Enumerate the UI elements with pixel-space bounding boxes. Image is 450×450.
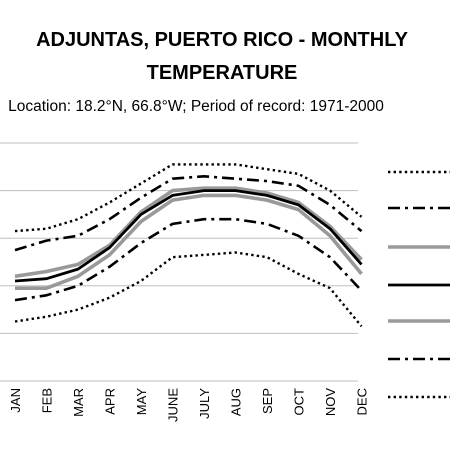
x-tick-label: JUNE bbox=[166, 388, 181, 422]
x-tick-label: DEC bbox=[355, 388, 370, 415]
legend bbox=[388, 170, 450, 399]
series-line-5 bbox=[15, 193, 363, 291]
series-line-6 bbox=[14, 217, 363, 302]
x-tick-label: JAN bbox=[8, 388, 23, 413]
series-line-2 bbox=[14, 175, 363, 252]
x-tick-label: AUG bbox=[229, 388, 244, 416]
x-tick-label: SEP bbox=[260, 388, 275, 414]
chart-subtitle: Location: 18.2°N, 66.8°W; Period of reco… bbox=[8, 98, 384, 115]
chart-title-line-1: ADJUNTAS, PUERTO RICO - MONTHLY bbox=[36, 29, 409, 51]
x-tick-label: OCT bbox=[292, 388, 307, 416]
plot-series bbox=[14, 163, 363, 328]
x-tick-label: MAY bbox=[134, 388, 149, 416]
series-line-7 bbox=[14, 251, 363, 328]
x-tick-label: NOV bbox=[323, 388, 338, 417]
x-tick-label: JULY bbox=[197, 388, 212, 419]
chart-title-line-2: TEMPERATURE bbox=[147, 62, 298, 84]
series-line-3 bbox=[14, 186, 363, 279]
x-tick-label: FEB bbox=[40, 388, 55, 413]
series-line-4 bbox=[14, 189, 363, 283]
x-tick-label: MAR bbox=[71, 388, 86, 417]
x-axis-tick-labels: JAN FEB MAR APR MAY JUNE JULY AUG SEP OCT NOV DEC bbox=[8, 388, 370, 422]
x-tick-label: APR bbox=[103, 388, 118, 415]
